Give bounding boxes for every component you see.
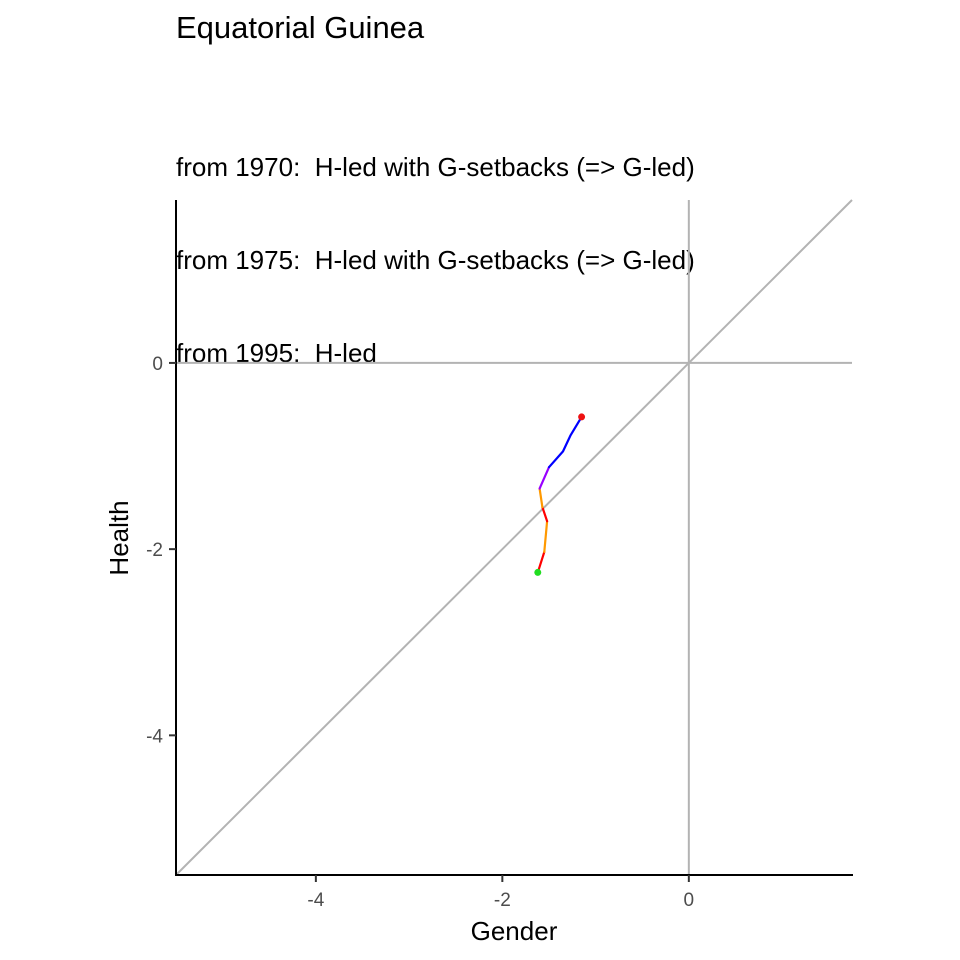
y-axis-label: Health: [104, 500, 134, 575]
y-tick-label: 0: [152, 354, 163, 375]
trajectory-segment: [536, 550, 546, 574]
data-path: [534, 413, 586, 576]
ticks: -4 -2 0 0 -2 -4: [146, 354, 694, 911]
reference-lines: [175, 199, 853, 876]
trajectory-segment: [547, 415, 583, 469]
reference-line-diagonal: [175, 199, 853, 876]
chart-subtitle: from 1970: H-led with G-setbacks (=> G-l…: [176, 90, 695, 400]
trajectory-segment: [543, 520, 549, 554]
axes: [175, 200, 853, 876]
chart-title: Equatorial Guinea: [176, 10, 425, 45]
trajectory-segment: [538, 466, 551, 490]
trajectory-segment: [538, 487, 544, 509]
subtitle-line-1970: from 1970: H-led with G-setbacks (=> G-l…: [176, 152, 695, 182]
start-point: [534, 568, 542, 576]
y-tick-label: -4: [146, 726, 163, 747]
x-tick-label: 0: [684, 890, 695, 911]
trajectory-segment: [541, 506, 549, 523]
subtitle-line-1975: from 1975: H-led with G-setbacks (=> G-l…: [176, 245, 695, 275]
x-axis-label: Gender: [471, 916, 558, 946]
x-tick-label: -4: [307, 890, 324, 911]
end-point: [578, 413, 586, 421]
y-tick-label: -2: [146, 540, 163, 561]
x-tick-label: -2: [494, 890, 511, 911]
